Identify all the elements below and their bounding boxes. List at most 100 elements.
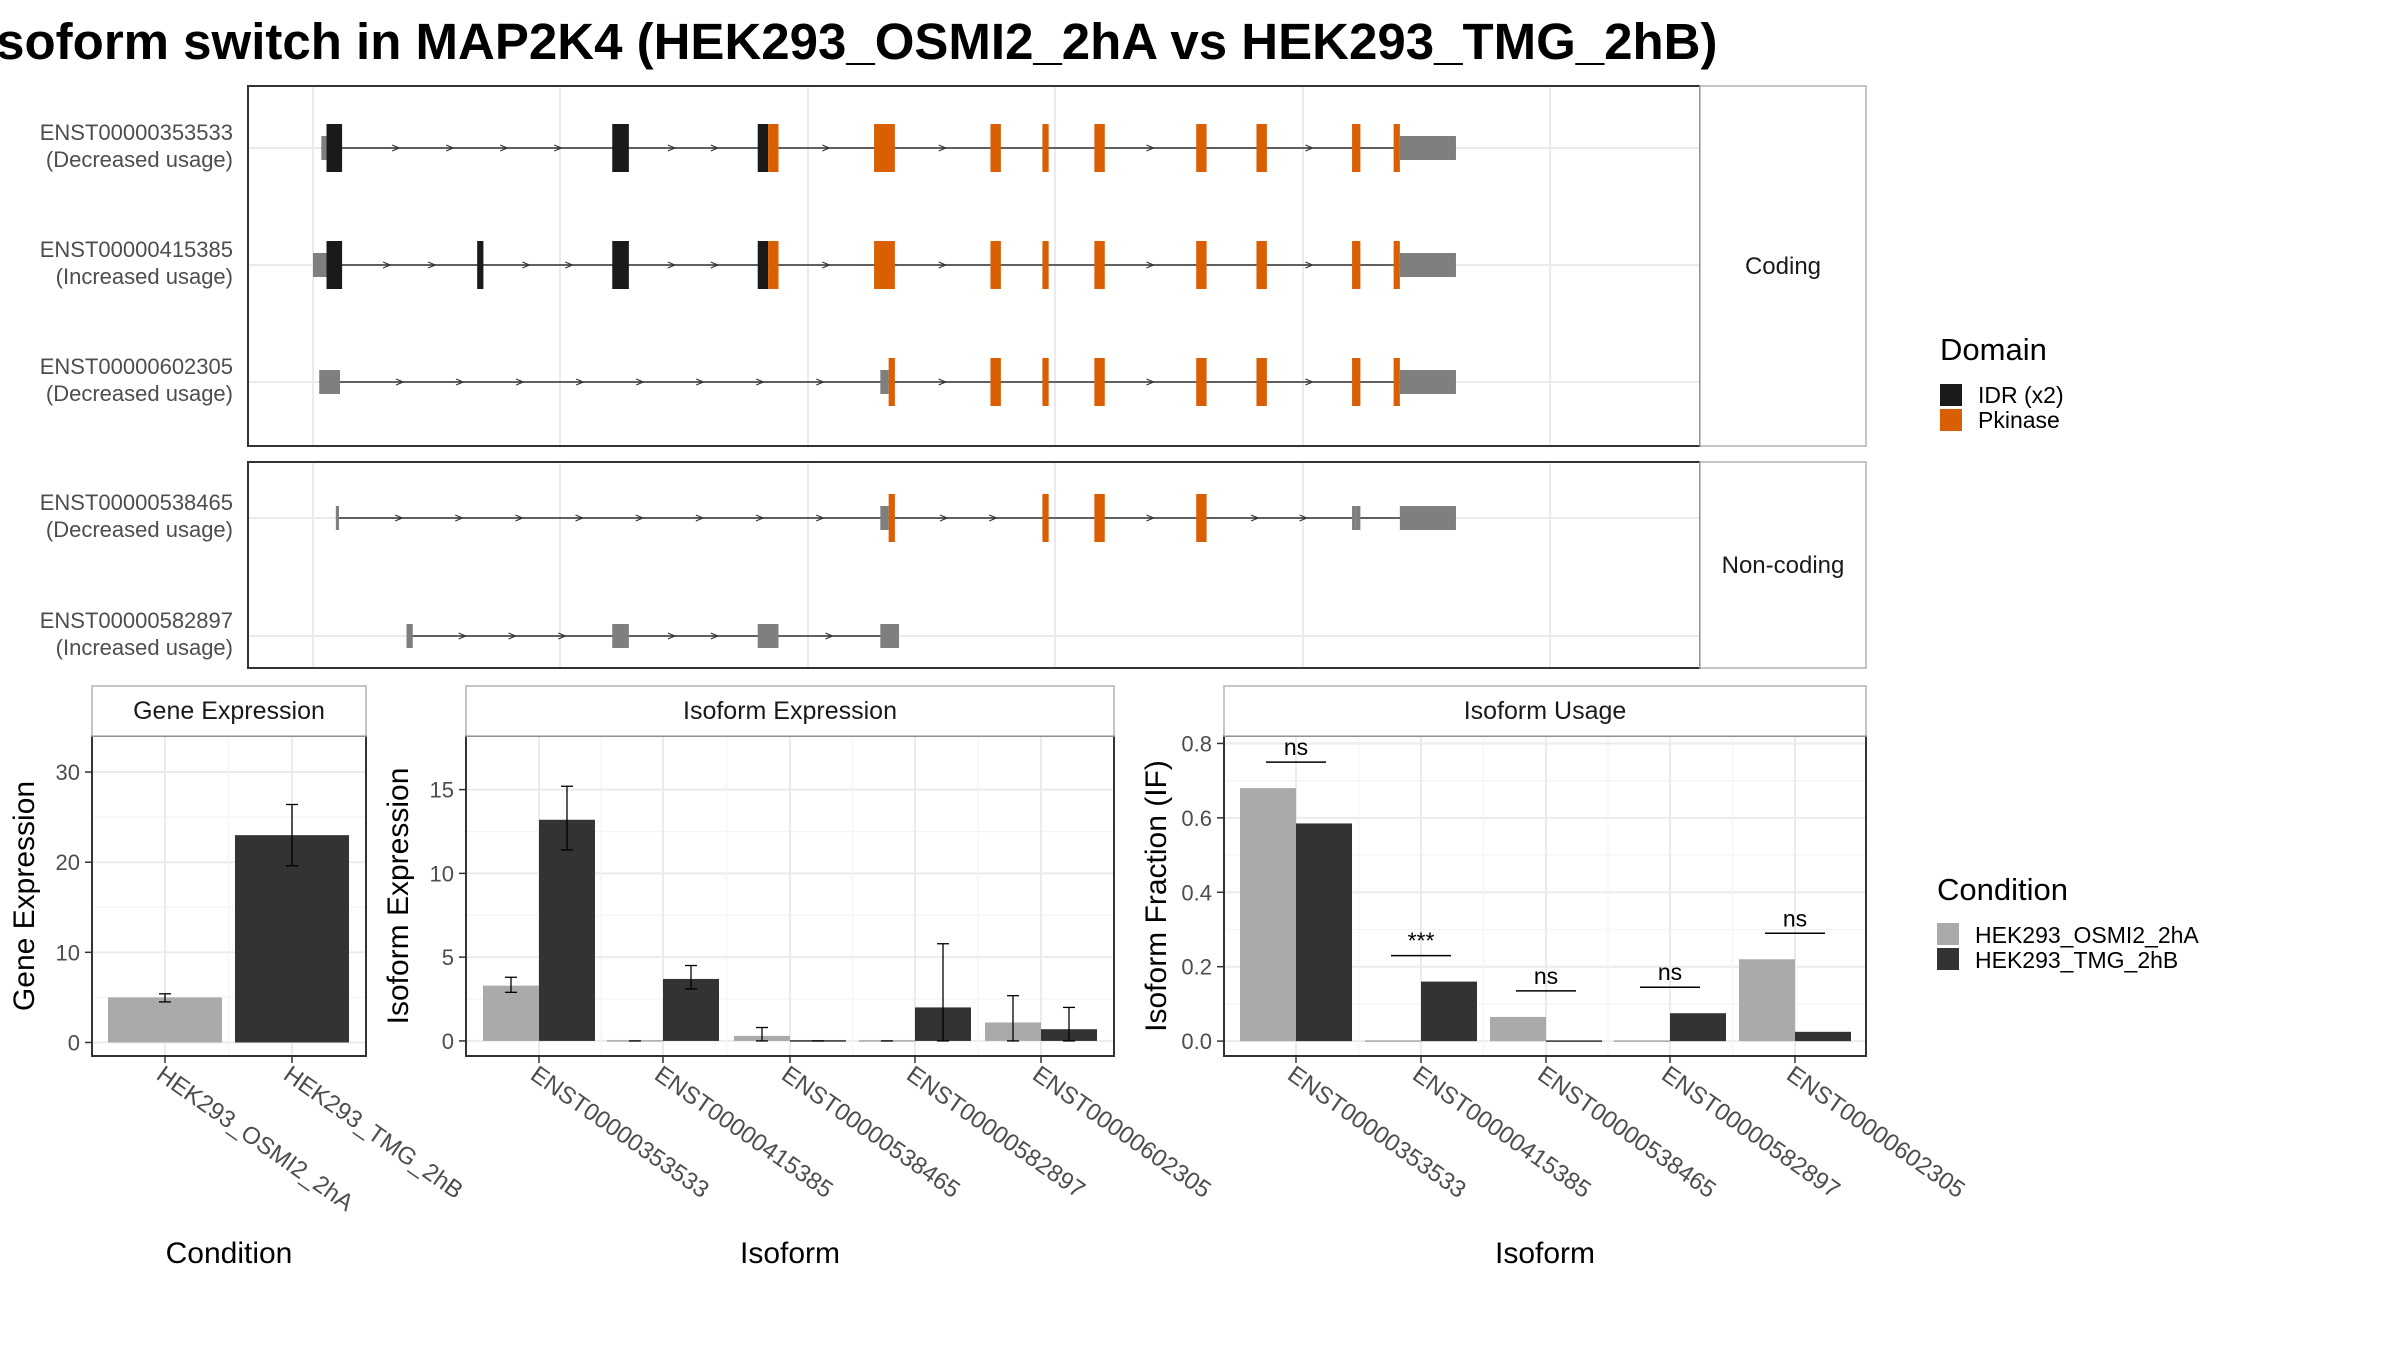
bar xyxy=(539,819,595,1041)
intron-arrow xyxy=(1146,514,1156,522)
structure-panel-bg xyxy=(248,462,1700,668)
pkinase-exon-segment xyxy=(1393,241,1400,289)
intron-arrow xyxy=(825,632,834,640)
chart-title: Isoform Expression xyxy=(683,697,897,725)
pkinase-exon-segment xyxy=(874,241,895,289)
y-tick-label: 0.2 xyxy=(1181,955,1212,980)
pkinase-exon-segment xyxy=(1042,358,1049,406)
intron-arrow xyxy=(938,378,948,386)
utr-exon-segment xyxy=(319,370,341,394)
transcript-id-label: ENST00000538465 xyxy=(40,490,233,515)
intron-arrow xyxy=(635,514,645,522)
transcript-usage-label: (Decreased usage) xyxy=(46,381,233,406)
intron-arrow xyxy=(1250,514,1260,522)
y-tick-label: 5 xyxy=(442,945,454,970)
pkinase-exon-segment xyxy=(1094,124,1105,172)
chart-title: Gene Expression xyxy=(133,697,325,725)
pkinase-exon-segment xyxy=(888,494,895,542)
intron-arrow xyxy=(395,378,405,386)
pkinase-exon-segment xyxy=(990,241,1001,289)
intron-arrow xyxy=(939,514,949,522)
pkinase-exon-segment xyxy=(888,358,895,406)
x-axis-title: Condition xyxy=(166,1237,293,1270)
intron-arrow xyxy=(1305,144,1314,152)
bar xyxy=(1490,1016,1546,1042)
intron-arrow xyxy=(816,378,825,386)
transcript-usage-label: (Decreased usage) xyxy=(46,517,233,542)
idr-exon-segment xyxy=(612,241,629,289)
intron-arrow xyxy=(938,261,948,269)
pkinase-exon-segment xyxy=(1352,358,1361,406)
significance-label: ns xyxy=(1783,905,1807,931)
condition-legend-title: Condition xyxy=(1937,872,2068,907)
chart-title: Isoform Usage xyxy=(1464,697,1627,725)
pkinase-exon-segment xyxy=(1196,241,1207,289)
bar xyxy=(1240,788,1296,1042)
pkinase-exon-segment xyxy=(1094,494,1105,542)
intron-arrow xyxy=(822,261,831,269)
intron-arrow xyxy=(394,514,404,522)
intron-arrow xyxy=(1146,378,1156,386)
x-axis-title: Isoform xyxy=(740,1237,840,1270)
pkinase-exon-segment xyxy=(1352,241,1361,289)
utr-exon-segment xyxy=(1399,506,1456,530)
intron-arrow xyxy=(522,261,531,269)
intron-arrow xyxy=(558,632,567,640)
intron-arrow xyxy=(695,378,705,386)
bar xyxy=(1795,1031,1851,1042)
transcript-id-label: ENST00000602305 xyxy=(40,354,233,379)
bar xyxy=(1739,959,1795,1042)
intron-arrow xyxy=(756,378,765,386)
intron-arrow xyxy=(455,378,465,386)
utr-exon-segment xyxy=(1399,253,1456,277)
pkinase-exon-segment xyxy=(1094,241,1105,289)
pkinase-exon-segment xyxy=(1042,124,1049,172)
significance-label: *** xyxy=(1408,928,1435,954)
utr-exon-segment xyxy=(1352,506,1356,530)
intron-arrow xyxy=(755,514,765,522)
transcript-id-label: ENST00000353533 xyxy=(40,120,233,145)
bar xyxy=(483,985,539,1041)
utr-exon-segment xyxy=(1355,506,1361,530)
intron-arrow xyxy=(458,632,468,640)
domain-legend-label: Pkinase xyxy=(1978,407,2060,433)
bar xyxy=(1421,981,1477,1042)
transcript-usage-label: (Increased usage) xyxy=(56,635,233,660)
bar xyxy=(108,997,222,1043)
domain-legend-key xyxy=(1940,409,1962,431)
intron-arrow xyxy=(635,378,645,386)
utr-exon-segment xyxy=(880,506,889,530)
domain-legend-key xyxy=(1940,384,1962,406)
pkinase-exon-segment xyxy=(768,124,779,172)
intron-arrow xyxy=(427,261,437,269)
intron-arrow xyxy=(1305,261,1314,269)
intron-arrow xyxy=(553,144,563,152)
y-tick-label: 30 xyxy=(56,760,80,785)
intron-arrow xyxy=(515,378,525,386)
bar xyxy=(1614,1040,1670,1042)
idr-exon-segment xyxy=(477,241,484,289)
intron-arrow xyxy=(515,514,524,522)
pkinase-exon-segment xyxy=(1256,358,1267,406)
transcript-usage-label: (Increased usage) xyxy=(56,264,233,289)
bar xyxy=(1296,823,1352,1042)
y-tick-label: 10 xyxy=(430,861,454,886)
utr-exon-segment xyxy=(1399,136,1456,160)
utr-exon-segment xyxy=(880,624,900,648)
intron-arrow xyxy=(1305,378,1314,386)
facet-strip-label: Non-coding xyxy=(1722,552,1845,579)
bar xyxy=(235,835,349,1043)
intron-arrow xyxy=(667,632,677,640)
idr-exon-segment xyxy=(757,241,769,289)
utr-exon-segment xyxy=(1399,370,1456,394)
intron-arrow xyxy=(695,514,705,522)
pkinase-exon-segment xyxy=(1393,358,1400,406)
chart-title-strip xyxy=(465,685,1115,737)
domain-legend-label: IDR (x2) xyxy=(1978,382,2064,408)
idr-exon-segment xyxy=(326,241,343,289)
chart-title-strip xyxy=(91,685,367,737)
y-tick-label: 0.6 xyxy=(1181,806,1212,831)
pkinase-exon-segment xyxy=(1352,124,1361,172)
pkinase-exon-segment xyxy=(1042,494,1049,542)
